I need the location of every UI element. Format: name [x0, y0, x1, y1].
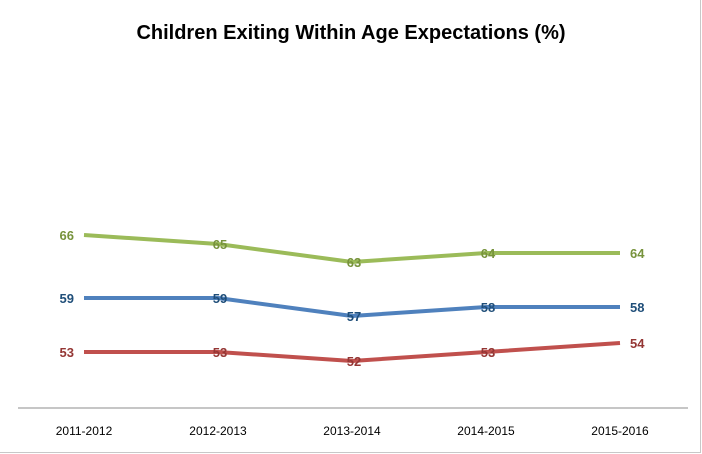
series-line: [83, 233, 620, 264]
data-label: 58: [481, 300, 495, 315]
data-label: 54: [630, 336, 645, 351]
chart-title: Children Exiting Within Age Expectations…: [136, 22, 566, 44]
data-label: 66: [60, 228, 74, 243]
data-label: 58: [630, 300, 644, 315]
data-label: 52: [347, 354, 361, 369]
data-label: 65: [213, 237, 227, 252]
x-tick-label: 2011-2012: [56, 424, 113, 438]
data-label: 53: [481, 345, 495, 360]
data-label: 64: [630, 246, 645, 261]
x-tick-label: 2015-2016: [591, 424, 649, 438]
data-label: 63: [347, 255, 361, 270]
data-label: 53: [213, 345, 227, 360]
data-label: 57: [347, 309, 361, 324]
data-label: 64: [481, 246, 496, 261]
data-label: 59: [60, 291, 74, 306]
series-line: [84, 296, 620, 318]
data-label: 59: [213, 291, 227, 306]
data-label: 53: [60, 345, 74, 360]
x-tick-label: 2012-2013: [189, 424, 247, 438]
x-tick-label: 2013-2014: [323, 424, 381, 438]
x-tick-label: 2014-2015: [457, 424, 515, 438]
series-line: [84, 341, 621, 363]
